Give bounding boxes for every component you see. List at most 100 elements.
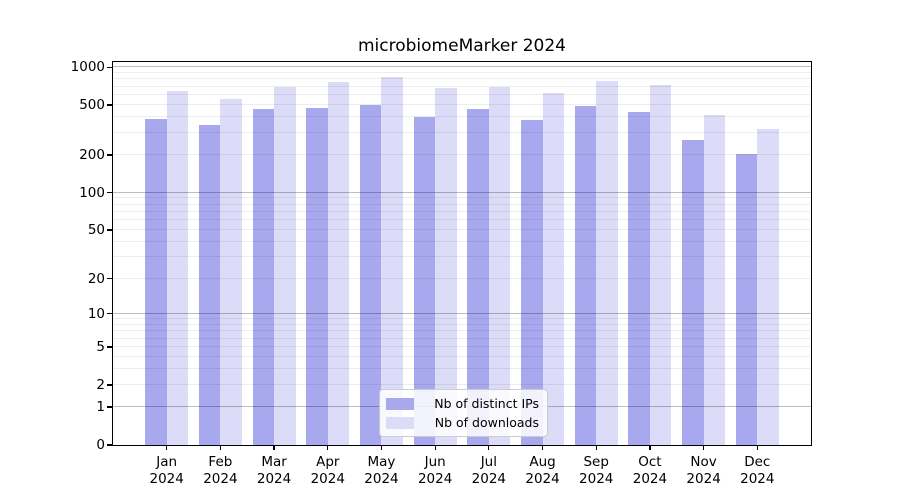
x-tick-mark-sep <box>595 445 597 450</box>
x-tick-mark-apr <box>327 445 329 450</box>
minor-gridline-8 <box>113 323 811 325</box>
x-tick-mark-dec <box>756 445 758 450</box>
major-gridline-10 <box>113 312 811 314</box>
y-tick-label-500: 500 <box>79 97 105 114</box>
minor-gridline-7 <box>113 330 811 332</box>
bar-downloads-nov <box>703 115 726 445</box>
y-tick-label-100: 100 <box>79 184 105 201</box>
bar-distinct-ips-apr <box>306 108 328 445</box>
x-tick-mark-jun <box>434 445 436 450</box>
y-tick-mark-10 <box>107 313 112 315</box>
bar-distinct-ips-sep <box>574 105 597 445</box>
minor-gridline-2 <box>113 383 811 385</box>
x-tick-label-may: May 2024 <box>364 454 399 487</box>
y-tick-label-5: 5 <box>96 339 105 356</box>
x-tick-mark-jul <box>488 445 490 450</box>
legend: Nb of distinct IPs Nb of downloads <box>379 389 548 437</box>
bar-downloads-dec <box>757 129 779 445</box>
y-tick-label-10: 10 <box>87 305 105 322</box>
x-tick-label-jul: Jul 2024 <box>471 454 507 487</box>
x-tick-label-aug: Aug 2024 <box>525 454 560 487</box>
bar-downloads-may <box>381 76 403 445</box>
minor-gridline-400 <box>113 116 811 118</box>
bar-distinct-ips-dec <box>735 153 758 445</box>
y-tick-mark-100 <box>107 192 112 194</box>
legend-label-downloads: Nb of downloads <box>434 415 539 430</box>
legend-swatch-downloads <box>386 416 414 429</box>
x-tick-label-sep: Sep 2024 <box>579 454 614 487</box>
y-tick-mark-500 <box>107 104 112 106</box>
y-tick-mark-1000 <box>107 66 112 68</box>
bar-distinct-ips-jun <box>413 117 436 445</box>
minor-gridline-70 <box>113 210 811 212</box>
x-tick-mark-nov <box>703 445 705 450</box>
minor-gridline-4 <box>113 356 811 357</box>
y-tick-label-200: 200 <box>79 146 105 163</box>
minor-gridline-3 <box>113 368 811 370</box>
minor-gridline-80 <box>113 203 811 205</box>
x-tick-mark-aug <box>541 445 544 450</box>
legend-swatch-distinct-ips <box>386 397 414 410</box>
y-tick-label-2: 2 <box>96 376 105 393</box>
bar-downloads-feb <box>220 99 242 445</box>
bar-downloads-mar <box>274 87 296 445</box>
bar-distinct-ips-jan <box>145 119 167 445</box>
bar-distinct-ips-nov <box>682 139 704 445</box>
x-tick-mark-jan <box>166 445 168 450</box>
minor-gridline-50 <box>113 229 811 230</box>
y-tick-label-50: 50 <box>87 221 105 238</box>
minor-gridline-300 <box>113 131 811 133</box>
legend-label-distinct-ips: Nb of distinct IPs <box>434 396 539 411</box>
bar-downloads-aug <box>542 93 565 445</box>
y-tick-mark-2 <box>107 384 112 386</box>
minor-gridline-60 <box>113 219 811 221</box>
legend-item-distinct-ips: Nb of distinct IPs <box>386 396 539 411</box>
y-tick-label-1000: 1000 <box>70 59 105 76</box>
minor-gridline-5 <box>113 346 811 347</box>
minor-gridline-30 <box>113 256 811 258</box>
x-tick-label-nov: Nov 2024 <box>686 454 721 487</box>
plot-area: Nb of distinct IPs Nb of downloads <box>112 61 812 446</box>
x-tick-mark-oct <box>649 445 651 450</box>
minor-gridline-500 <box>113 104 811 106</box>
minor-gridline-700 <box>113 85 811 87</box>
bar-distinct-ips-may <box>359 104 382 445</box>
bar-distinct-ips-jul <box>467 109 489 445</box>
y-tick-label-20: 20 <box>87 270 105 287</box>
x-tick-mark-feb <box>219 445 221 450</box>
x-tick-label-jun: Jun 2024 <box>417 454 453 487</box>
y-tick-label-1: 1 <box>96 399 105 416</box>
y-tick-mark-20 <box>107 277 112 280</box>
x-tick-mark-mar <box>273 445 275 450</box>
x-tick-label-mar: Mar 2024 <box>256 454 292 487</box>
x-tick-label-dec: Dec 2024 <box>740 454 775 487</box>
minor-gridline-90 <box>113 197 811 199</box>
minor-gridline-800 <box>113 78 811 80</box>
bar-downloads-jan <box>166 91 189 445</box>
minor-gridline-900 <box>113 72 811 73</box>
x-tick-label-feb: Feb 2024 <box>203 454 238 487</box>
minor-gridline-200 <box>113 154 811 155</box>
bar-distinct-ips-feb <box>198 125 221 445</box>
chart-title: microbiomeMarker 2024 <box>357 36 566 56</box>
bar-downloads-jul <box>488 86 511 445</box>
y-tick-mark-0 <box>107 444 112 446</box>
y-tick-mark-5 <box>107 346 112 348</box>
minor-gridline-600 <box>113 94 811 96</box>
x-tick-mark-may <box>380 445 383 450</box>
bar-distinct-ips-aug <box>521 119 543 445</box>
major-gridline-1000 <box>113 66 811 68</box>
y-tick-mark-1 <box>107 406 112 408</box>
y-tick-label-0: 0 <box>96 437 105 453</box>
bar-downloads-jun <box>435 88 457 445</box>
bar-downloads-sep <box>596 80 618 445</box>
minor-gridline-9 <box>113 318 811 320</box>
bar-distinct-ips-oct <box>628 111 650 445</box>
x-tick-label-apr: Apr 2024 <box>310 454 345 487</box>
bar-distinct-ips-mar <box>252 109 275 445</box>
bar-downloads-oct <box>649 85 672 445</box>
y-tick-mark-200 <box>107 154 112 156</box>
bar-downloads-apr <box>327 82 350 445</box>
legend-item-downloads: Nb of downloads <box>386 415 539 430</box>
